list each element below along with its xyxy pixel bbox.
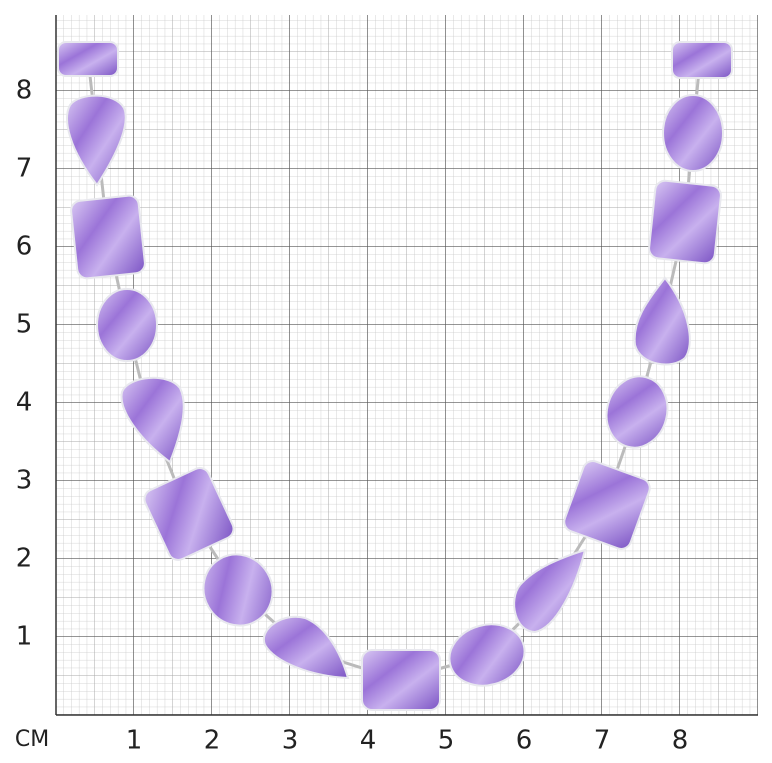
y-tick-label: 7 bbox=[16, 154, 33, 184]
x-tick-label: 7 bbox=[594, 726, 611, 756]
y-tick-label: 5 bbox=[16, 310, 33, 340]
x-tick-label: 6 bbox=[516, 726, 533, 756]
y-tick-label: 4 bbox=[16, 388, 33, 418]
x-tick-label: 1 bbox=[126, 726, 143, 756]
necklace bbox=[57, 41, 733, 711]
x-tick-label: 2 bbox=[204, 726, 221, 756]
tick-labels: 1 2 3 4 5 6 7 8 1 2 3 4 5 6 7 8 bbox=[16, 76, 689, 756]
x-tick-label: 5 bbox=[438, 726, 455, 756]
y-tick-label: 6 bbox=[16, 232, 33, 262]
x-tick-label: 3 bbox=[282, 726, 299, 756]
y-tick-label: 1 bbox=[16, 622, 33, 652]
x-tick-label: 4 bbox=[360, 726, 377, 756]
y-tick-label: 3 bbox=[16, 466, 33, 496]
x-tick-label: 8 bbox=[672, 726, 689, 756]
unit-label: CM bbox=[15, 727, 49, 752]
y-tick-label: 8 bbox=[16, 76, 33, 106]
y-tick-label: 2 bbox=[16, 544, 33, 574]
grid bbox=[55, 15, 758, 716]
